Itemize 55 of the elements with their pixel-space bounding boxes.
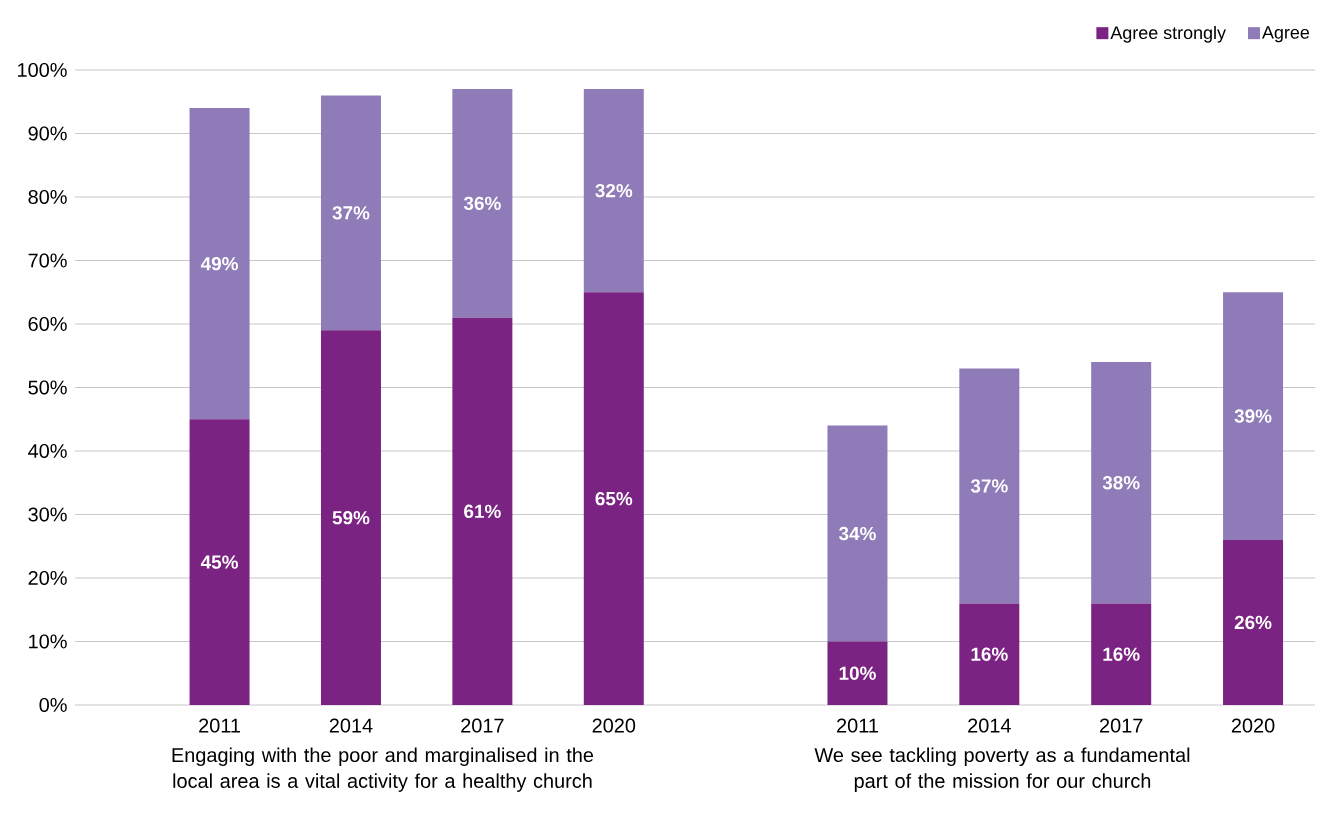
data-label: 59% [332,510,370,525]
bar [1223,292,1284,540]
x-tick-label: 2014 [968,718,1011,733]
data-label: 16% [971,647,1008,661]
legend-label: Agree [1262,26,1310,43]
data-label: 45% [200,555,238,569]
data-label: 37% [970,479,1008,493]
y-tick-label: 0% [39,697,67,713]
bar [1223,539,1284,705]
bar [583,292,644,705]
bar [959,368,1020,604]
y-tick-label: 10% [29,634,67,649]
x-tick-label: 2020 [1231,718,1275,733]
bar [320,95,381,331]
data-label: 16% [1103,647,1140,661]
bar [1091,603,1152,705]
bar [583,89,644,293]
data-label: 10% [839,666,876,680]
bar [452,89,513,318]
bar [189,108,250,420]
x-tick-label: 2014 [329,718,373,733]
data-label: 37% [332,206,370,220]
x-tick-label: 2011 [837,718,878,733]
legend-label: Agree strongly [1110,25,1226,43]
y-tick-label: 30% [28,507,67,522]
bar [452,317,513,705]
y-tick-label: 80% [28,189,67,205]
data-label: 36% [463,196,501,211]
x-axis-title: Engaging with the poor and marginalised in the local area is a vital activity for a healthy church [172,747,594,792]
bar [1091,362,1152,604]
data-label: 26% [1234,615,1272,630]
y-tick-label: 50% [28,380,67,395]
data-label: 34% [838,526,876,541]
bar [959,603,1020,705]
bar [320,330,381,705]
x-tick-label: 2017 [1100,718,1143,733]
y-tick-label: 90% [28,126,67,141]
data-label: 39% [1234,409,1272,423]
x-tick-label: 2011 [199,718,240,733]
bar [189,419,250,705]
data-label: 65% [595,491,633,506]
data-label: 32% [595,183,633,198]
x-tick-label: 2020 [592,718,636,733]
x-axis-title: We see tackling poverty as a fundamental part of the mission for our church [814,747,1190,792]
data-label: 49% [200,256,238,271]
data-label: 61% [464,504,501,519]
y-tick-label: 40% [28,443,67,459]
y-tick-label: 60% [28,316,67,332]
bar [827,425,888,642]
y-tick-label: 100% [18,62,67,78]
y-tick-label: 20% [28,570,67,586]
y-tick-label: 70% [28,253,67,268]
x-tick-label: 2017 [461,718,504,733]
data-label: 38% [1102,476,1140,490]
bar [827,641,888,705]
